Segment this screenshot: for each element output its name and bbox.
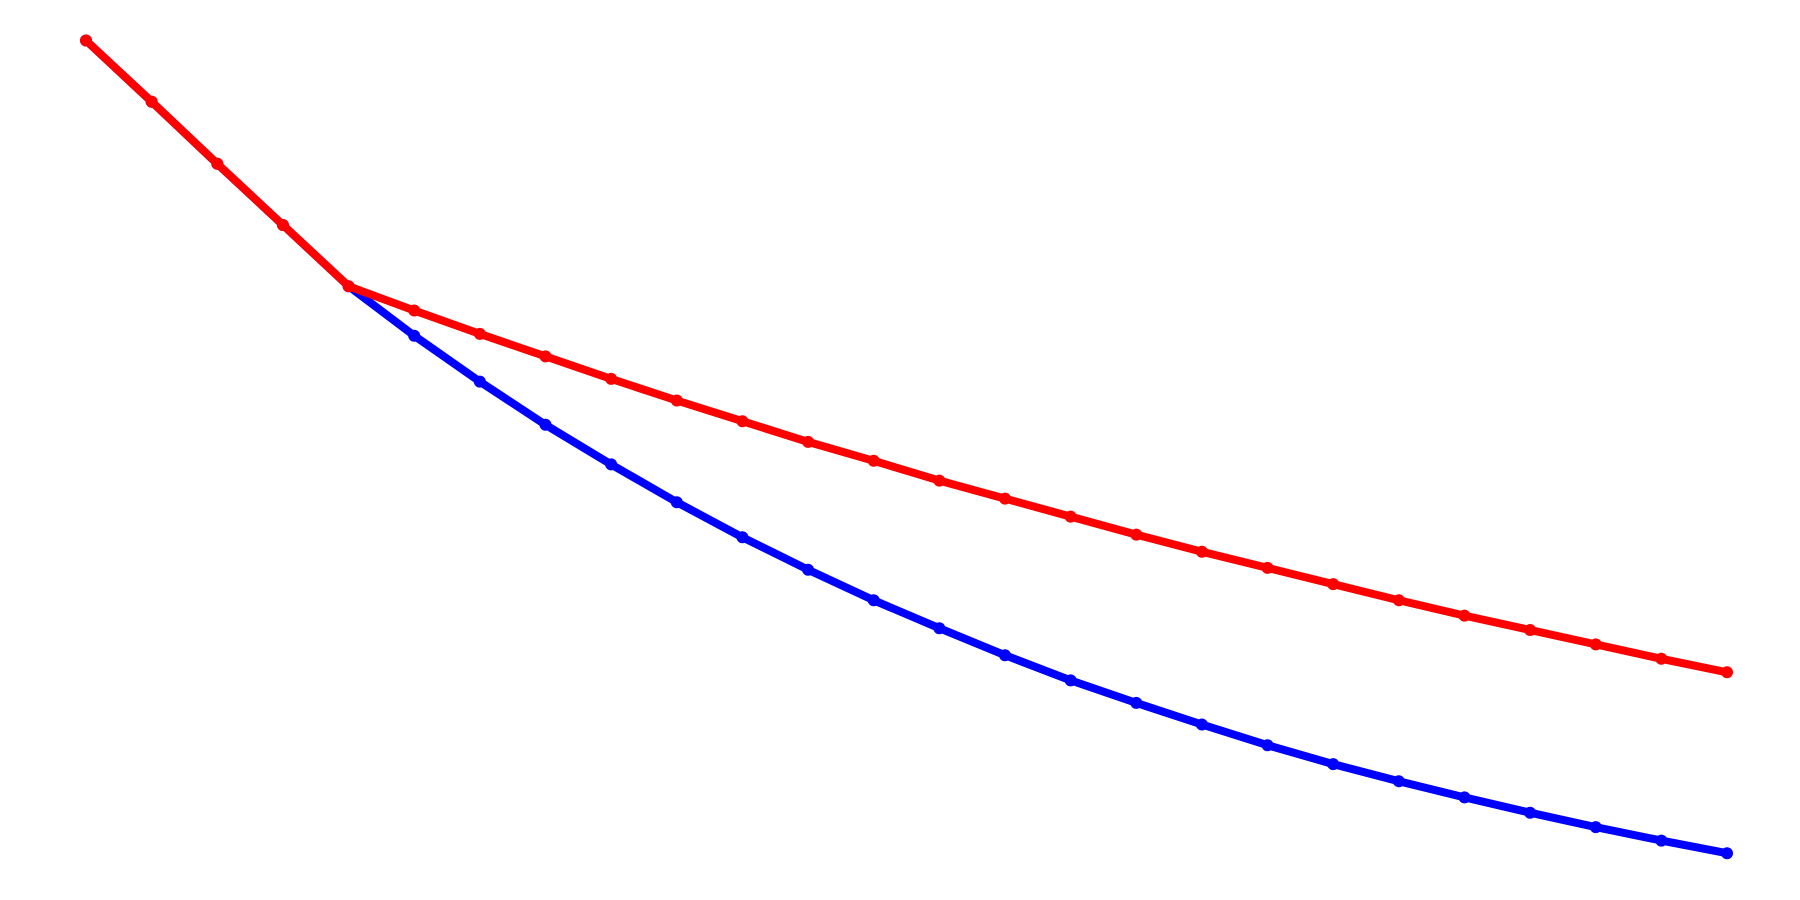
point-marker	[539, 418, 552, 431]
point-marker	[145, 95, 158, 108]
point-marker	[1721, 847, 1733, 860]
point-marker	[1524, 806, 1537, 819]
point-marker	[605, 372, 618, 385]
point-marker	[1130, 528, 1143, 541]
point-marker	[605, 458, 618, 471]
point-marker	[933, 474, 946, 487]
point-marker	[736, 531, 749, 544]
point-marker	[276, 219, 289, 231]
point-marker	[1589, 821, 1602, 834]
point-marker	[1195, 545, 1208, 558]
point-marker	[539, 350, 552, 363]
point-marker	[408, 304, 421, 317]
point-marker	[1655, 834, 1668, 847]
point-marker	[1064, 674, 1077, 687]
point-marker	[1130, 696, 1143, 709]
point-marker	[1721, 666, 1733, 679]
point-marker	[998, 492, 1011, 505]
point-marker	[1589, 638, 1602, 651]
point-marker	[473, 327, 486, 340]
point-marker	[1327, 758, 1340, 771]
point-marker	[1392, 775, 1405, 788]
point-marker	[736, 415, 749, 428]
point-marker	[802, 435, 815, 448]
point-marker	[1261, 561, 1274, 574]
point-marker	[1655, 652, 1668, 665]
point-marker	[342, 280, 355, 293]
point-marker	[933, 622, 946, 635]
series-line	[83, 37, 1728, 858]
point-marker	[473, 375, 486, 388]
point-marker	[867, 594, 880, 607]
point-marker	[1195, 718, 1208, 731]
point-marker	[802, 563, 815, 576]
series-line	[83, 37, 1728, 677]
point-marker	[670, 496, 683, 509]
point-marker	[1392, 594, 1405, 607]
point-marker	[1458, 609, 1471, 622]
point-marker	[1524, 624, 1537, 636]
point-marker	[1458, 791, 1471, 804]
point-marker	[670, 394, 683, 407]
point-marker	[80, 34, 92, 47]
point-marker	[1327, 578, 1340, 591]
point-marker	[867, 454, 880, 467]
point-marker	[211, 157, 224, 170]
point-marker	[998, 649, 1011, 662]
point-marker	[1261, 739, 1274, 752]
point-marker	[408, 329, 421, 342]
point-marker	[1064, 510, 1077, 523]
